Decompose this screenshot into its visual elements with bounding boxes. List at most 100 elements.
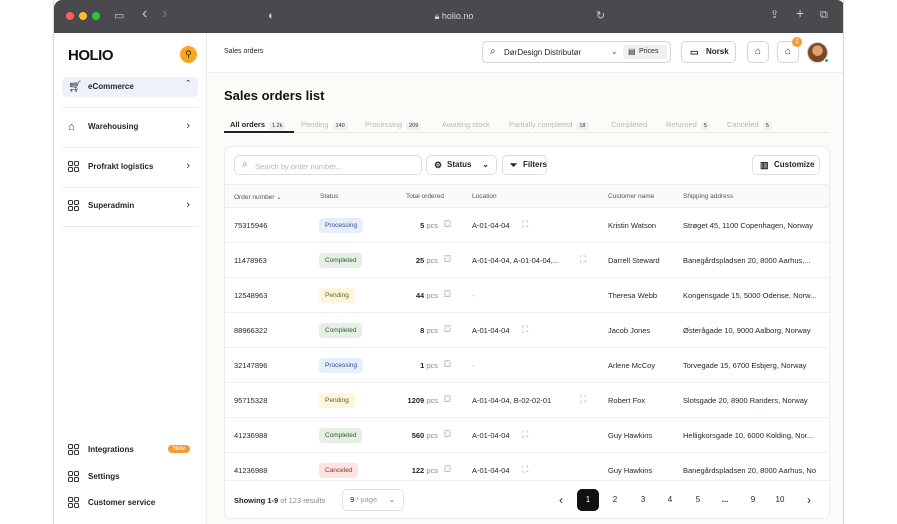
page-button-3[interactable]: 3 (640, 495, 646, 504)
tab-overview-icon[interactable]: ⧉ (820, 9, 828, 21)
back-icon[interactable]: ‹ (142, 5, 148, 22)
location-info-icon[interactable]: ⛶ (522, 429, 529, 439)
location-info-icon[interactable]: ⛶ (522, 464, 529, 474)
share-icon[interactable]: ⇪ (770, 9, 780, 21)
new-tab-icon[interactable]: + (796, 5, 805, 21)
address-bar[interactable]: 🔒︎ holio.no (414, 10, 494, 23)
tab-completed[interactable]: Completed (611, 120, 647, 129)
location-value: A-01-04-04 (472, 466, 510, 475)
browser-window: ▭ ‹ › ◐ 🔒︎ holio.no ↻ ⇪ + ⧉ HOLIO ⚲ 🛒︎ e… (53, 0, 844, 524)
notifications-button[interactable]: ⌂ 2 (777, 37, 802, 63)
company-select[interactable]: ⌕ DørDesign Distributør ⌄ ▤ Prices (482, 41, 671, 63)
table-row[interactable]: 75315946 Processing 5 pcs ⛋ A-01-04-04 ⛶ Krist… (225, 208, 829, 243)
sidebar-item-label: Profrakt logistics (88, 162, 154, 171)
page-button-4[interactable]: 4 (667, 495, 673, 504)
location-value: A-01-04-04 (472, 431, 510, 440)
search-input[interactable]: ⌕ Search by order number... (234, 155, 422, 175)
package-icon[interactable]: ⛋ (444, 359, 451, 369)
package-icon[interactable]: ⛋ (444, 464, 451, 474)
per-page-value: 9 (350, 495, 355, 504)
zoom-window-button[interactable] (92, 12, 100, 20)
prev-page-button[interactable]: ‹ (559, 493, 563, 507)
sidebar-item-profrakt-logistics[interactable]: Profrakt logistics › (62, 157, 198, 177)
per-page-select[interactable]: 9 / page ⌄ (342, 489, 404, 511)
tab-partially-completed[interactable]: Partially completed 18 (509, 120, 589, 130)
order-number[interactable]: 11478963 (234, 256, 267, 265)
sidebar-item-customer-service[interactable]: Customer service (62, 493, 198, 513)
breadcrumb[interactable]: Sales orders (224, 48, 264, 55)
next-page-button[interactable]: › (807, 493, 811, 507)
minimize-window-button[interactable] (79, 12, 87, 20)
table-row[interactable]: 88966322 Completed 8 pcs ⛋ A-01-04-04 ⛶ Jacob … (225, 313, 829, 348)
total-ordered: 1 pcs (375, 361, 438, 370)
tab-canceled[interactable]: Canceled 5 (727, 120, 772, 130)
location-info-icon[interactable]: ⛶ (522, 219, 529, 229)
package-icon[interactable]: ⛋ (444, 429, 451, 439)
column-order-number[interactable]: Order number ⌄ (234, 193, 282, 201)
prices-button[interactable]: ▤ Prices (623, 45, 667, 59)
pagination-footer: Showing 1-9 of 123 results 9 / page ⌄ ‹ … (225, 480, 829, 518)
tab-awaiting-stock[interactable]: Awaiting stock (442, 120, 490, 129)
package-icon[interactable]: ⛋ (444, 289, 451, 299)
location-info-icon[interactable]: ⛶ (522, 324, 529, 334)
package-icon[interactable]: ⛋ (444, 324, 451, 334)
tab-processing[interactable]: Processing 209 (365, 120, 422, 130)
location-info-icon[interactable]: ⛶ (580, 254, 587, 264)
sidebar-item-warehousing[interactable]: ⌂ Warehousing › (62, 117, 198, 137)
order-number[interactable]: 41236988 (234, 431, 268, 440)
language-button[interactable]: ▭ Norsk (681, 41, 736, 63)
tab-pending[interactable]: Pending 140 (301, 120, 348, 130)
table-row[interactable]: 32147896 Processing 1 pcs ⛋ - Arlene McCoy Tor… (225, 348, 829, 383)
close-window-button[interactable] (66, 12, 74, 20)
package-icon[interactable]: ⛋ (444, 254, 451, 264)
chevron-right-icon: › (186, 199, 190, 211)
table-row[interactable]: 95715328 Pending 1209 pcs ⛋ A-01-04-04, B-02… (225, 383, 829, 418)
order-number[interactable]: 88966322 (234, 326, 268, 335)
chevron-right-icon: › (186, 160, 190, 172)
package-icon[interactable]: ⛋ (444, 394, 451, 404)
page-button-2[interactable]: 2 (612, 495, 618, 504)
package-icon[interactable]: ⛋ (444, 219, 451, 229)
customer-name: Guy Hawkins (608, 466, 653, 475)
sidebar-toggle-icon[interactable]: ▭ (114, 10, 125, 22)
user-avatar[interactable] (807, 42, 828, 63)
grid-icon (68, 497, 80, 509)
quantity-value: 1 (420, 361, 425, 370)
org-avatar-icon[interactable]: ⚲ (180, 46, 197, 63)
holio-logo[interactable]: HOLIO (68, 47, 114, 64)
reload-icon[interactable]: ↻ (596, 10, 606, 22)
tab-all-orders[interactable]: All orders 1.2k (230, 120, 286, 130)
status-filter-button[interactable]: ⚙︎ Status ⌄ (426, 155, 497, 175)
page-button-5[interactable]: 5 (695, 495, 701, 504)
sidebar-item-settings[interactable]: Settings (62, 467, 198, 487)
per-page-suffix: / page (356, 495, 378, 504)
column-total-ordered: Total ordered (406, 193, 444, 200)
quantity-value: 560 (411, 431, 425, 440)
tab-returned[interactable]: Returned 5 (666, 120, 710, 130)
quantity-value: 5 (420, 221, 425, 230)
sidebar-item-ecommerce[interactable]: 🛒︎ eCommerce ˆ (62, 77, 198, 97)
order-number[interactable]: 32147896 (234, 361, 268, 370)
location-info-icon[interactable]: ⛶ (580, 394, 587, 404)
search-icon: ⌕ (490, 46, 496, 57)
order-number[interactable]: 12548963 (234, 291, 268, 300)
chevron-down-icon: ⌄ (388, 495, 395, 504)
order-number[interactable]: 95715328 (234, 396, 268, 405)
order-number[interactable]: 75315946 (234, 221, 268, 230)
table-row[interactable]: 41236988 Completed 560 pcs ⛋ A-01-04-04 ⛶ Guy … (225, 418, 829, 453)
customer-name: Kristin Watson (608, 221, 657, 230)
filters-label: Filters (523, 160, 548, 169)
page-button-10[interactable]: 10 (775, 495, 785, 504)
filters-button[interactable]: ⏷ Filters (502, 155, 547, 175)
sidebar-item-superadmin[interactable]: Superadmin › (62, 196, 198, 216)
customize-button[interactable]: ▥ Customize (752, 155, 820, 175)
page-button-9[interactable]: 9 (750, 495, 756, 504)
forward-icon[interactable]: › (162, 5, 168, 22)
table-row[interactable]: 11478963 Completed 25 pcs ⛋ A-01-04-04, A-01… (225, 243, 829, 278)
shield-icon[interactable]: ◐ (268, 10, 275, 22)
home-button[interactable]: ⌂ (747, 41, 769, 63)
order-number[interactable]: 41236988 (234, 466, 268, 475)
table-row[interactable]: 12548963 Pending 44 pcs ⛋ - Theresa Webb Konge… (225, 278, 829, 313)
page-button-1[interactable]: 1 (577, 489, 599, 511)
sidebar-item-integrations[interactable]: Integrations New (62, 440, 198, 460)
